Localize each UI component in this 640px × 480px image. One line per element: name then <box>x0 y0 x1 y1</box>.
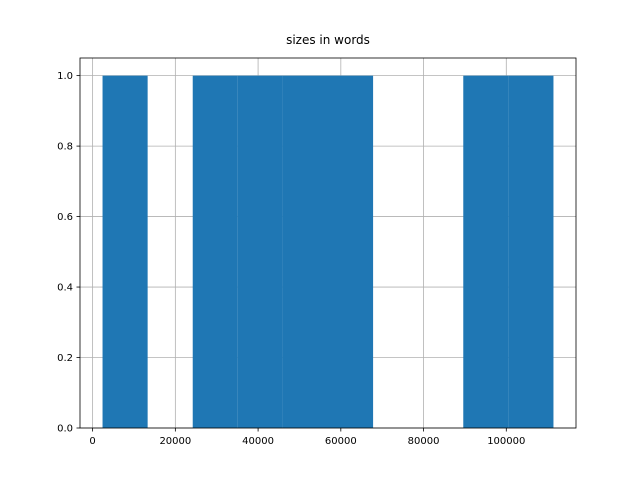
bar <box>282 75 328 428</box>
x-tick-label: 0 <box>89 436 95 447</box>
bar <box>463 75 509 428</box>
bar <box>192 75 238 428</box>
y-tick-label: 1.0 <box>57 71 73 82</box>
chart-title: sizes in words <box>286 33 370 47</box>
y-tick-label: 0.6 <box>57 212 73 223</box>
x-tick-label: 60000 <box>325 436 357 447</box>
y-tick-label: 0.4 <box>57 283 73 294</box>
y-tick-label: 0.0 <box>57 424 73 435</box>
bar <box>237 75 283 428</box>
x-tick-label: 80000 <box>408 436 440 447</box>
x-tick-label: 20000 <box>159 436 191 447</box>
x-tick-label: 40000 <box>242 436 274 447</box>
plot-frame <box>79 57 577 429</box>
bar <box>102 75 148 428</box>
y-tick-label: 0.2 <box>57 353 73 364</box>
x-tick-label: 100000 <box>487 436 525 447</box>
bar <box>508 75 554 428</box>
y-tick-label: 0.8 <box>57 142 73 153</box>
bar <box>328 75 374 428</box>
